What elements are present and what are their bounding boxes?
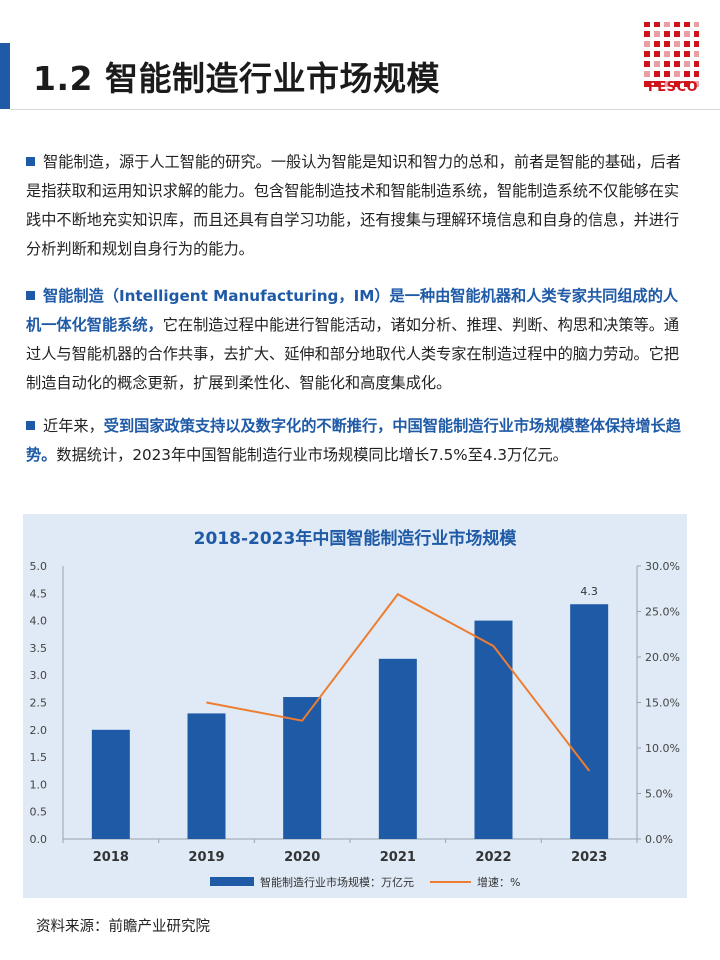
x-tick-label: 2020 bbox=[284, 850, 320, 865]
x-tick-label: 2023 bbox=[571, 850, 607, 865]
right-tick-label: 20.0% bbox=[645, 651, 680, 664]
paragraph-1: 智能制造，源于人工智能的研究。一般认为智能是知识和智力的总和，前者是智能的基础，… bbox=[26, 148, 686, 264]
left-tick-label: 2.0 bbox=[30, 724, 48, 737]
highlight-text: 受到国家政策支持以及数字化的不断推行，中国智能制造行业市场规模整体保持增长趋势。 bbox=[26, 417, 681, 464]
page-title: 1.2 智能制造行业市场规模 bbox=[33, 59, 440, 98]
bar-2022 bbox=[474, 620, 513, 839]
bar-2021 bbox=[378, 658, 417, 839]
x-tick-label: 2019 bbox=[188, 850, 224, 865]
growth-point-2019 bbox=[206, 702, 207, 703]
x-tick-label: 2021 bbox=[380, 850, 416, 865]
source-note: 资料来源：前瞻产业研究院 bbox=[36, 919, 210, 935]
legend-line-label: 增速：% bbox=[477, 875, 520, 889]
left-tick-label: 5.0 bbox=[30, 560, 48, 573]
bar-2023 bbox=[570, 604, 609, 839]
right-tick-label: 5.0% bbox=[645, 788, 673, 801]
market-size-chart: 2018-2023年中国智能制造行业市场规模 0.0 0.5 1.0 1.5 2.0 2.5… bbox=[30, 528, 680, 889]
right-tick-label: 0.0% bbox=[645, 833, 673, 846]
right-tick-label: 30.0% bbox=[645, 560, 680, 573]
paragraph-3: 近年来，受到国家政策支持以及数字化的不断推行，中国智能制造行业市场规模整体保持增… bbox=[26, 412, 686, 470]
left-tick-label: 3.5 bbox=[30, 642, 48, 655]
right-tick-label: 10.0% bbox=[645, 742, 680, 755]
left-tick-label: 4.0 bbox=[30, 615, 48, 628]
bar-2018 bbox=[91, 729, 130, 839]
bar-2019 bbox=[187, 713, 226, 839]
left-tick-label: 1.5 bbox=[30, 751, 48, 764]
growth-point-2021 bbox=[397, 593, 399, 595]
logo-text: FESCO bbox=[647, 80, 699, 95]
left-tick-label: 3.0 bbox=[30, 669, 48, 682]
fesco-logo-icon bbox=[644, 22, 699, 87]
left-tick-label: 0.0 bbox=[30, 833, 48, 846]
header-divider bbox=[10, 109, 720, 110]
bullet-square-icon bbox=[26, 291, 35, 300]
right-tick-label: 15.0% bbox=[645, 697, 680, 710]
chart-panel: 2018-2023年中国智能制造行业市场规模 0.0 0.5 1.0 1.5 2.0 2.5… bbox=[23, 514, 687, 898]
paragraph-text: 近年来， bbox=[43, 417, 104, 435]
legend-bar-label: 智能制造行业市场规模：万亿元 bbox=[260, 875, 414, 889]
legend-bar-swatch bbox=[210, 877, 254, 886]
highlight-text: 智能制造（Intelligent Manufacturing，IM）是一种由智能… bbox=[26, 287, 679, 334]
left-tick-label: 1.0 bbox=[30, 778, 48, 791]
paragraph-2: 智能制造（Intelligent Manufacturing，IM）是一种由智能… bbox=[26, 282, 686, 398]
growth-point-2020 bbox=[301, 720, 303, 722]
title-accent-bar bbox=[0, 43, 10, 109]
left-tick-label: 4.5 bbox=[30, 587, 48, 600]
x-tick-label: 2018 bbox=[93, 850, 129, 865]
growth-point-2022 bbox=[493, 645, 494, 647]
left-tick-label: 2.5 bbox=[30, 697, 48, 710]
data-label: 4.3 bbox=[580, 585, 598, 598]
paragraph-text: 它在制造过程中能进行智能活动，诸如分析、推理、判断、构思和决策等。通过人与智能机… bbox=[26, 316, 680, 392]
chart-title: 2018-2023年中国智能制造行业市场规模 bbox=[194, 528, 518, 549]
growth-point-2023 bbox=[588, 770, 590, 772]
x-tick-label: 2022 bbox=[475, 850, 511, 865]
bullet-square-icon bbox=[26, 421, 35, 430]
right-tick-label: 25.0% bbox=[645, 606, 680, 619]
bullet-square-icon bbox=[26, 157, 35, 166]
paragraph-text: 智能制造，源于人工智能的研究。一般认为智能是知识和智力的总和，前者是智能的基础，… bbox=[26, 153, 681, 258]
paragraph-text: 数据统计，2023年中国智能制造行业市场规模同比增长7.5%至4.3万亿元。 bbox=[56, 446, 568, 464]
left-tick-label: 0.5 bbox=[30, 806, 48, 819]
